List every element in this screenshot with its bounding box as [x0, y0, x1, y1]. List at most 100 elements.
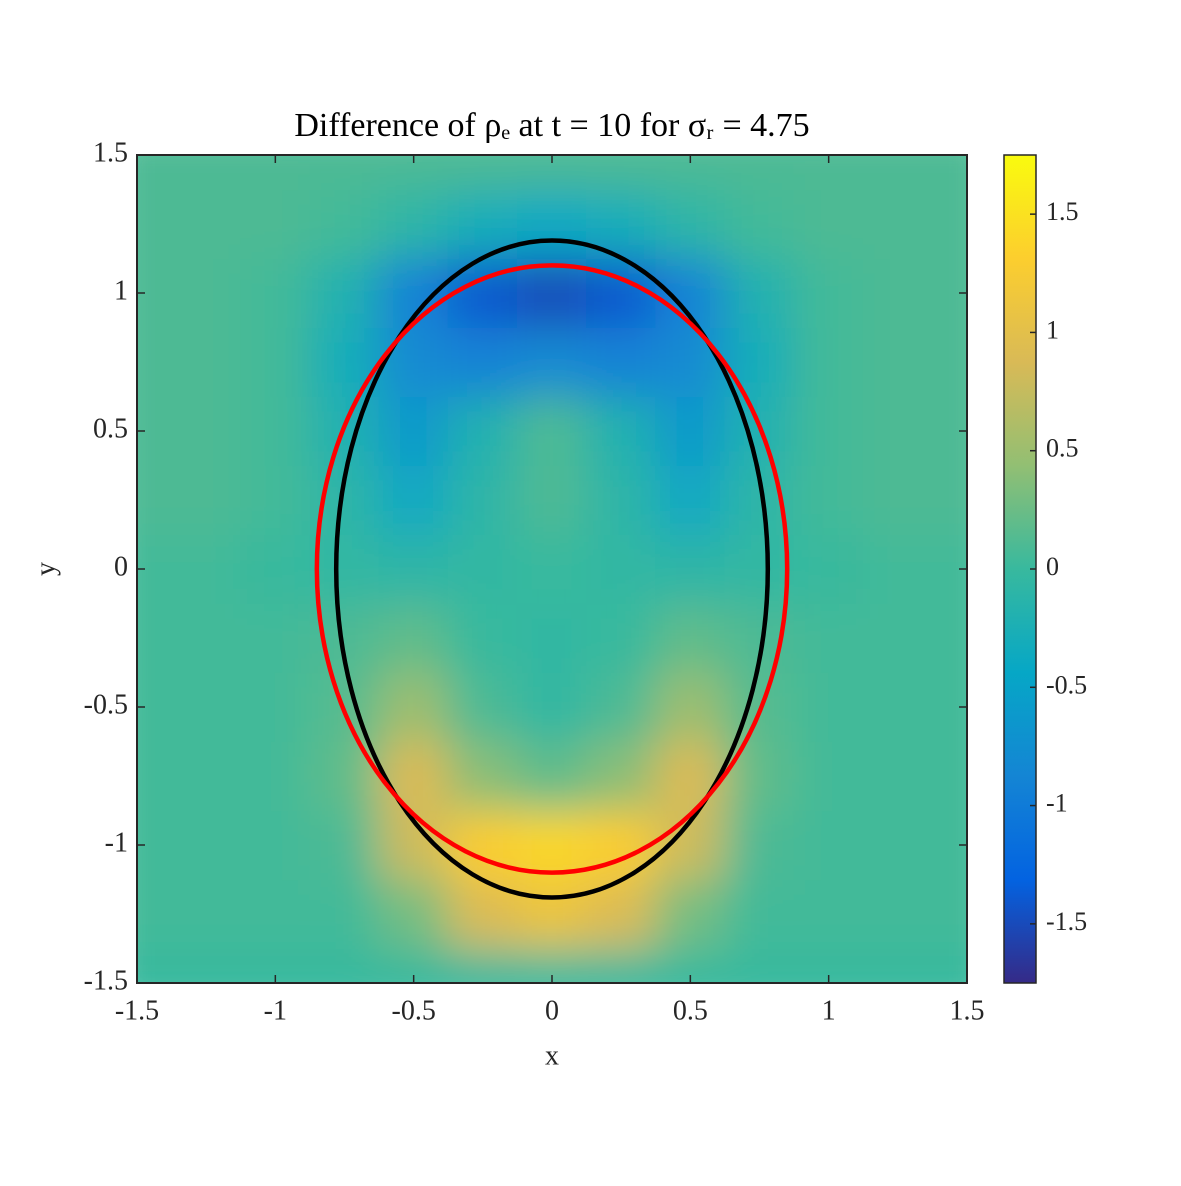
- heatmap-cell: [655, 396, 726, 466]
- heatmap-cell: [793, 465, 864, 535]
- heatmap-cell: [862, 948, 933, 983]
- heatmap-cell: [447, 948, 518, 983]
- heatmap-cell: [309, 534, 380, 604]
- y-axis-label: y: [30, 562, 61, 576]
- heatmap-cell: [447, 396, 518, 466]
- heatmap-cell: [378, 672, 449, 742]
- heatmap-cell: [240, 189, 311, 259]
- heatmap-cell: [655, 879, 726, 949]
- heatmap-cell: [137, 879, 173, 949]
- heatmap-cell: [171, 258, 242, 328]
- contour-ellipse: [333, 238, 771, 900]
- heatmap-cell: [447, 672, 518, 742]
- heatmap-cell: [378, 534, 449, 604]
- x-tick-label: 1: [822, 995, 836, 1026]
- heatmap: [137, 155, 967, 983]
- heatmap-cell: [378, 603, 449, 673]
- heatmap-cell: [309, 948, 380, 983]
- heatmap-cell: [862, 327, 933, 397]
- heatmap-cell: [447, 465, 518, 535]
- heatmap-cell: [793, 603, 864, 673]
- heatmap-cell: [724, 189, 795, 259]
- colorbar-tick-label: -1: [1046, 789, 1068, 818]
- heatmap-cell: [137, 189, 173, 259]
- heatmap-cell: [586, 155, 657, 190]
- contours: [314, 238, 790, 900]
- heatmap-cell: [862, 603, 933, 673]
- heatmap-cell: [655, 534, 726, 604]
- heatmap-cell: [655, 189, 726, 259]
- heatmap-cell: [724, 327, 795, 397]
- heatmap-cell: [586, 741, 657, 811]
- heatmap-cell: [378, 327, 449, 397]
- x-tick-label: -0.5: [392, 995, 436, 1026]
- colorbar-tick-label: 0.5: [1046, 434, 1079, 463]
- heatmap-cell: [240, 465, 311, 535]
- heatmap-cell: [862, 810, 933, 880]
- heatmap-cell: [309, 258, 380, 328]
- x-tick-label: 1.5: [950, 995, 985, 1026]
- heatmap-cell: [793, 879, 864, 949]
- heatmap-cell: [931, 741, 967, 811]
- heatmap-cell: [309, 155, 380, 190]
- heatmap-cell: [931, 327, 967, 397]
- heatmap-cell: [137, 741, 173, 811]
- heatmap-cell: [586, 672, 657, 742]
- heatmap-cell: [447, 534, 518, 604]
- y-tick-label: -1: [105, 827, 128, 858]
- heatmap-cell: [586, 534, 657, 604]
- heatmap-cell: [171, 879, 242, 949]
- heatmap-cell: [931, 465, 967, 535]
- heatmap-cell: [240, 327, 311, 397]
- x-axis-label: x: [545, 1040, 559, 1071]
- heatmap-cell: [724, 879, 795, 949]
- y-tick-label: 1: [114, 275, 128, 306]
- heatmap-cell: [655, 327, 726, 397]
- heatmap-cell: [378, 465, 449, 535]
- heatmap-cell: [378, 879, 449, 949]
- y-tick-label: -0.5: [84, 689, 128, 720]
- heatmap-cell: [516, 741, 588, 811]
- heatmap-cell: [655, 672, 726, 742]
- heatmap-cell: [862, 879, 933, 949]
- heatmap-cell: [724, 155, 795, 190]
- heatmap-cell: [137, 603, 173, 673]
- heatmap-cell: [793, 327, 864, 397]
- heatmap-cell: [793, 741, 864, 811]
- heatmap-cell: [931, 189, 967, 259]
- heatmap-cell: [586, 948, 657, 983]
- heatmap-cell: [447, 741, 518, 811]
- heatmap-cell: [447, 155, 518, 190]
- heatmap-cell: [516, 396, 588, 466]
- heatmap-cell: [793, 189, 864, 259]
- heatmap-cell: [931, 603, 967, 673]
- heatmap-cell: [137, 155, 173, 190]
- heatmap-cell: [931, 155, 967, 190]
- heatmap-cell: [240, 810, 311, 880]
- heatmap-cell: [309, 189, 380, 259]
- heatmap-cell: [309, 879, 380, 949]
- heatmap-cell: [724, 810, 795, 880]
- heatmap-cell: [862, 189, 933, 259]
- colorbar-tick-label: 0: [1046, 552, 1059, 581]
- heatmap-cell: [309, 327, 380, 397]
- heatmap-cell: [655, 603, 726, 673]
- heatmap-cell: [516, 465, 588, 535]
- x-tick-label: 0.5: [673, 995, 708, 1026]
- heatmap-cell: [171, 396, 242, 466]
- heatmap-cell: [171, 327, 242, 397]
- heatmap-cell: [137, 327, 173, 397]
- heatmap-cell: [516, 879, 588, 949]
- heatmap-cell: [655, 741, 726, 811]
- y-tick-label: -1.5: [84, 965, 128, 996]
- colorbar-tick-label: -1.5: [1046, 907, 1087, 936]
- heatmap-cell: [378, 741, 449, 811]
- heatmap-cell: [931, 879, 967, 949]
- heatmap-cell: [516, 810, 588, 880]
- heatmap-cell: [793, 258, 864, 328]
- heatmap-cell: [862, 672, 933, 742]
- heatmap-cell: [378, 189, 449, 259]
- heatmap-cell: [309, 810, 380, 880]
- heatmap-cell: [171, 603, 242, 673]
